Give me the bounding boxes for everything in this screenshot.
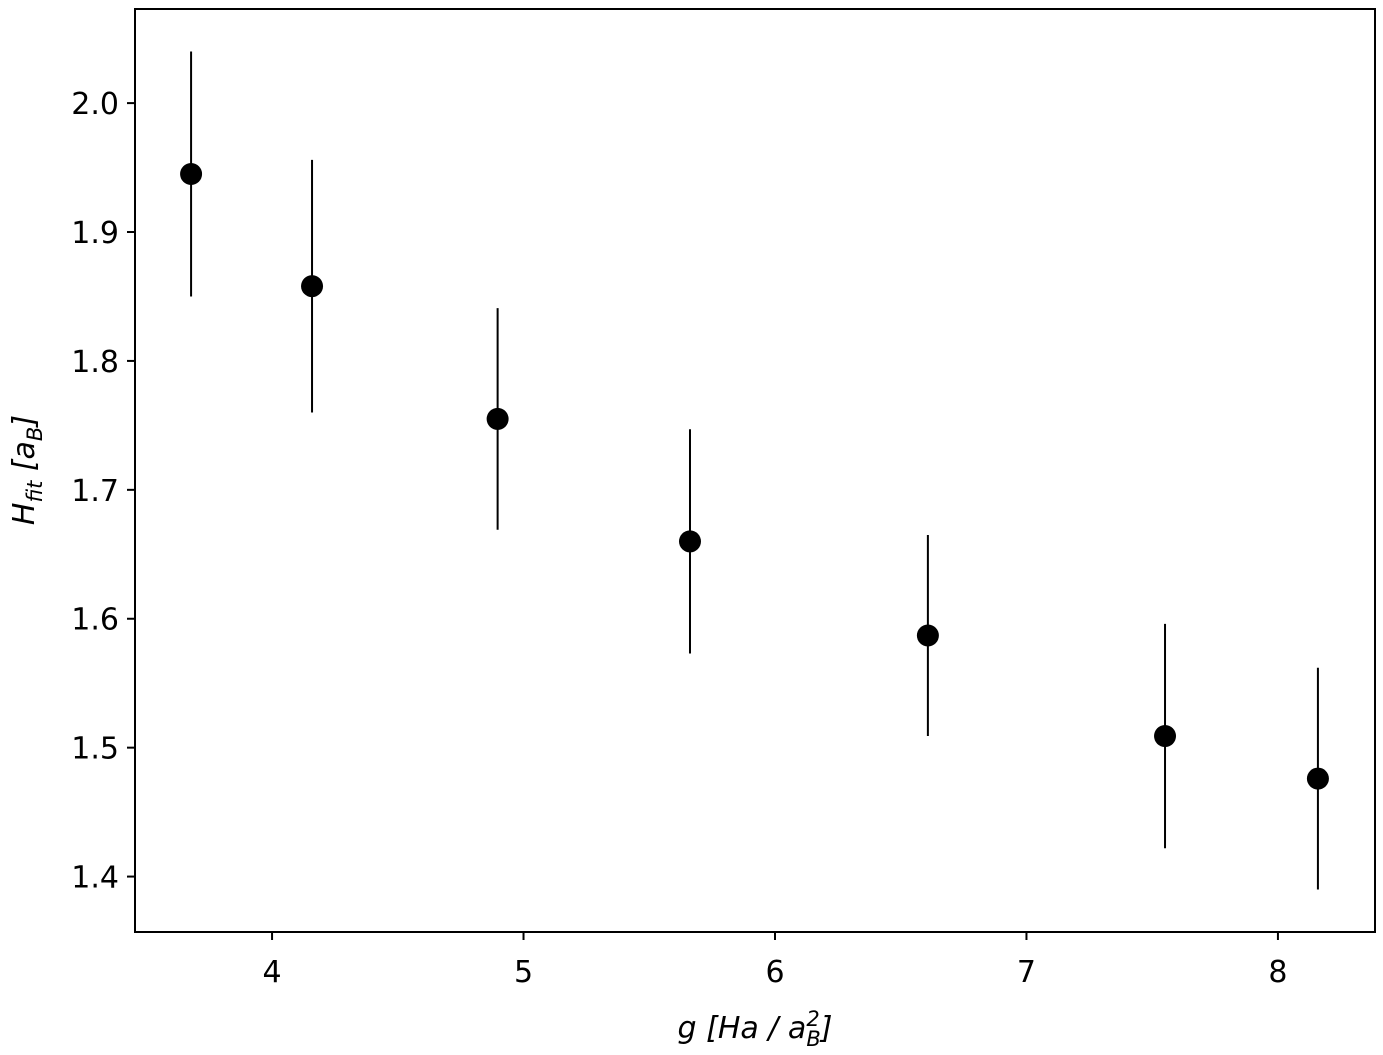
point: [678, 530, 701, 553]
point: [1306, 767, 1329, 790]
ylabel-part: H: [7, 503, 42, 526]
y-tick-label: 1.7: [71, 474, 119, 509]
xlabel-part: ]: [819, 1011, 833, 1046]
ylabel-part: ]: [7, 415, 42, 429]
ylabel-part: B: [23, 427, 47, 441]
y-tick-label: 1.9: [71, 216, 119, 251]
point: [301, 275, 324, 298]
point: [916, 624, 939, 647]
y-tick-label: 1.4: [71, 861, 119, 896]
y-tick-label: 2.0: [71, 87, 119, 122]
x-tick-label: 8: [1268, 955, 1287, 990]
y-tick-label: 1.6: [71, 603, 119, 638]
point: [1154, 725, 1177, 748]
ylabel-part: [a: [7, 441, 42, 481]
x-tick-label: 6: [765, 955, 784, 990]
x-tick-label: 7: [1017, 955, 1036, 990]
plot-frame: [134, 8, 1376, 933]
ylabel: Hfit [aB]: [7, 415, 47, 525]
xlabel: g [Ha / a2 B]: [678, 1007, 833, 1051]
point: [486, 407, 509, 430]
point: [180, 163, 203, 186]
xlabel-part: B: [806, 1027, 820, 1051]
y-tick-label: 1.8: [71, 345, 119, 380]
xlabel-part: g [Ha / a: [678, 1011, 807, 1046]
x-tick-label: 4: [263, 955, 282, 990]
x-tick-label: 5: [514, 955, 533, 990]
ylabel-part: fit: [23, 480, 47, 503]
xlabel-part: 2: [806, 1007, 819, 1031]
y-tick-label: 1.5: [71, 732, 119, 767]
